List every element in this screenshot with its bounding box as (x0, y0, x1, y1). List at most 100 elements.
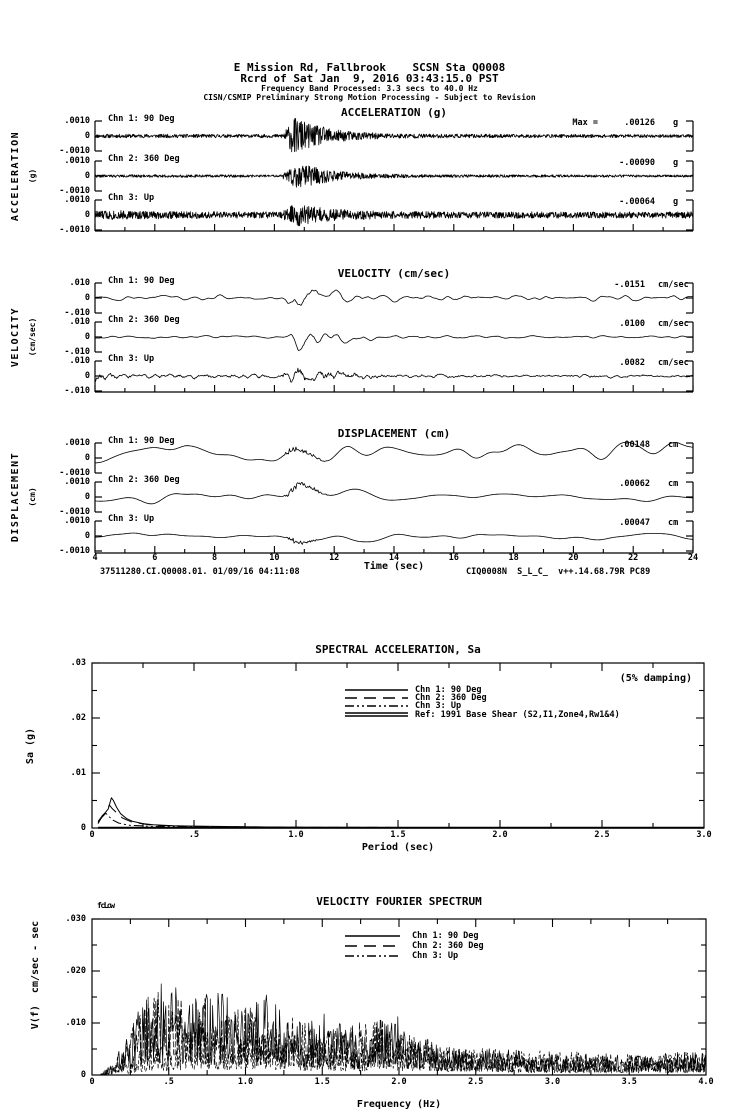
fourier-x-tick-label: 2.5 (468, 1077, 484, 1087)
channel-label: Chn 3: Up (108, 354, 155, 364)
y-tick-label: -.0010 (59, 186, 90, 196)
y-tick-label: -.010 (64, 347, 90, 357)
legend-label: Chn 1: 90 Deg (415, 685, 482, 695)
waveform-trace-displacement-chn3 (95, 532, 694, 545)
y-tick-label: 0 (84, 453, 90, 463)
time-tick-label: 16 (448, 553, 459, 563)
time-tick-label: 8 (212, 553, 218, 563)
y-tick-label: 0 (84, 531, 90, 541)
waveform-trace-acceleration-chn1 (94, 117, 694, 153)
time-tick-label: 22 (628, 553, 639, 563)
legend-label: Chn 3: Up (415, 701, 462, 711)
sa-x-tick-label: 3.0 (696, 830, 712, 840)
peak-prefix: Max = (572, 118, 598, 128)
y-tick-label: .0010 (64, 477, 90, 487)
fourier-corner-frequency-marker: fcLow (97, 901, 115, 910)
sa-chart-title: SPECTRAL ACCELERATION, Sa (315, 643, 481, 656)
channel-label: Chn 1: 90 Deg (108, 276, 175, 286)
y-tick-label: -.0010 (59, 146, 90, 156)
channel-label: Chn 2: 360 Deg (108, 315, 180, 325)
peak-value: .00126 (624, 118, 655, 128)
section-title-acceleration: ACCELERATION (g) (341, 106, 447, 119)
waveform-trace-acceleration-chn2 (94, 165, 694, 188)
peak-value: .00148 (619, 440, 650, 450)
waveform-trace-displacement-chn1 (94, 441, 694, 464)
channel-label: Chn 1: 90 Deg (108, 436, 175, 446)
time-tick-label: 24 (687, 553, 699, 563)
peak-unit: g (673, 158, 679, 168)
waveform-trace-velocity-chn3 (94, 367, 694, 383)
y-tick-label: 0 (84, 492, 90, 502)
legend-label: Chn 2: 360 Deg (412, 941, 484, 951)
section-title-displacement: DISPLACEMENT (cm) (337, 427, 451, 440)
fourier-y-tick-label: .030 (65, 914, 86, 924)
channel-label: Chn 2: 360 Deg (108, 154, 180, 164)
time-tick-label: 6 (152, 553, 158, 563)
y-tick-label: -.0010 (59, 546, 90, 556)
waveform-trace-velocity-chn1 (94, 289, 694, 306)
fourier-x-tick-label: 1.0 (237, 1077, 254, 1087)
peak-unit: cm/sec (658, 358, 689, 368)
fourier-x-tick-label: 3.0 (544, 1077, 561, 1087)
sa-x-tick-label: 1.0 (288, 830, 304, 840)
channel-label: Chn 1: 90 Deg (108, 114, 175, 124)
header-record-line: Rcrd of Sat Jan 9, 2016 03:43:15.0 PST (240, 72, 499, 85)
header-disclaimer-line: CISN/CSMIP Preliminary Strong Motion Pro… (203, 93, 536, 102)
sa-x-tick-label: 0 (89, 830, 95, 840)
peak-value: -.00064 (619, 197, 655, 207)
peak-value: -.0151 (614, 280, 645, 290)
fourier-x-tick-label: 3.5 (621, 1077, 637, 1087)
peak-unit: cm/sec (658, 280, 689, 290)
time-tick-label: 20 (568, 553, 579, 563)
fourier-x-tick-label: 1.5 (314, 1077, 330, 1087)
y-tick-label: -.0010 (59, 507, 90, 517)
fourier-spectrum-trace-chn1 (92, 983, 707, 1076)
y-tick-label: .0010 (64, 438, 90, 448)
y-tick-label: 0 (84, 293, 90, 303)
time-tick-label: 10 (269, 553, 280, 563)
sa-curve-1 (97, 797, 705, 829)
peak-value: .0082 (619, 358, 645, 368)
waveform-trace-velocity-chn2 (94, 333, 693, 351)
sa-curve-3 (97, 812, 705, 829)
y-tick-label: .0010 (64, 116, 90, 126)
fourier-y-tick-label: .020 (65, 966, 86, 976)
y-tick-label: 0 (84, 131, 90, 141)
sa-curve-2 (97, 804, 705, 829)
fourier-y-tick-label: .010 (65, 1018, 86, 1028)
sa-y-tick-label: .01 (70, 768, 86, 778)
section-title-velocity: VELOCITY (cm/sec) (337, 267, 451, 280)
legend-label: Chn 2: 360 Deg (415, 693, 487, 703)
peak-unit: g (673, 197, 679, 207)
y-tick-label: 0 (84, 371, 90, 381)
fourier-frame (91, 918, 707, 1076)
y-tick-label: -.010 (64, 386, 90, 396)
y-tick-label: .010 (69, 317, 90, 327)
y-tick-label: .0010 (64, 195, 90, 205)
sa-y-tick-label: .02 (70, 713, 86, 723)
legend-label: Chn 3: Up (412, 951, 459, 961)
y-tick-label: -.0010 (59, 225, 90, 235)
time-tick-label: 4 (92, 553, 98, 563)
peak-unit: g (673, 118, 679, 128)
y-tick-label: 0 (84, 171, 90, 181)
waveform-trace-acceleration-chn3 (94, 205, 694, 227)
sa-y-tick-label: 0 (80, 823, 86, 833)
sa-x-tick-label: 1.5 (390, 830, 406, 840)
peak-unit: cm (668, 479, 679, 489)
footer-processing-id: CIQ0008N S_L_C_ v++.14.68.79R PC89 (466, 567, 651, 577)
peak-unit: cm (668, 440, 679, 450)
fourier-spectrum-trace-chn2 (92, 991, 707, 1076)
fourier-x-tick-label: 2.0 (391, 1077, 407, 1087)
fourier-x-tick-label: 4.0 (698, 1077, 714, 1087)
legend-label: Ref: 1991 Base Shear (S2,I1,Zone4,Rw1&4) (415, 709, 620, 720)
header-band-line: Frequency Band Processed: 3.3 secs to 40… (261, 84, 478, 93)
time-tick-label: 18 (508, 553, 519, 563)
channel-label: Chn 3: Up (108, 193, 155, 203)
time-tick-label: 12 (329, 553, 340, 563)
y-tick-label: 0 (84, 332, 90, 342)
y-tick-label: .010 (69, 356, 90, 366)
y-tick-label: .0010 (64, 516, 90, 526)
sa-frame (91, 662, 705, 829)
